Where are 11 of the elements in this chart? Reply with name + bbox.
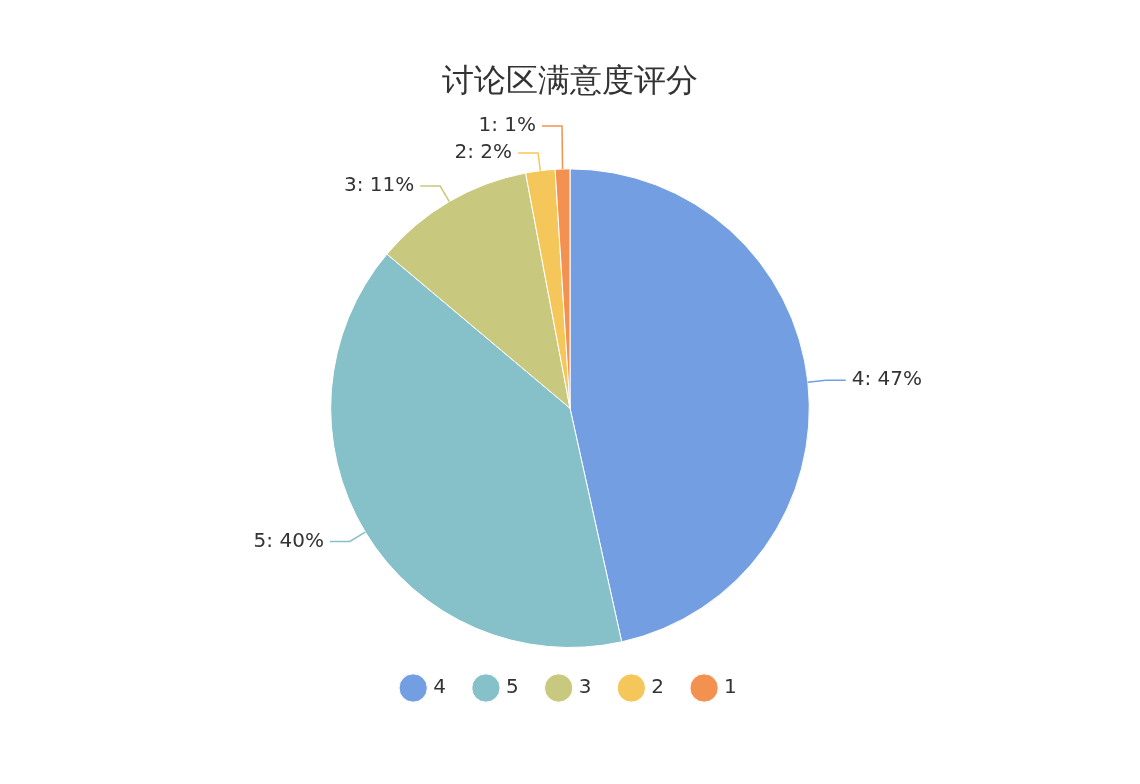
legend-label: 3: [578, 674, 592, 699]
data-label: 1: 1%: [478, 112, 536, 137]
legend-label: 1: [724, 674, 737, 699]
data-label: 5: 40%: [253, 527, 324, 552]
chart-title: 讨论区满意度评分: [442, 60, 698, 99]
legend-label: 2: [651, 674, 665, 699]
data-label: 4: 47%: [851, 366, 923, 391]
data-label: 2: 2%: [454, 139, 513, 164]
data-label: 3: 11%: [343, 172, 415, 197]
legend-label: 5: [505, 674, 519, 699]
legend-label: 4: [433, 674, 446, 699]
